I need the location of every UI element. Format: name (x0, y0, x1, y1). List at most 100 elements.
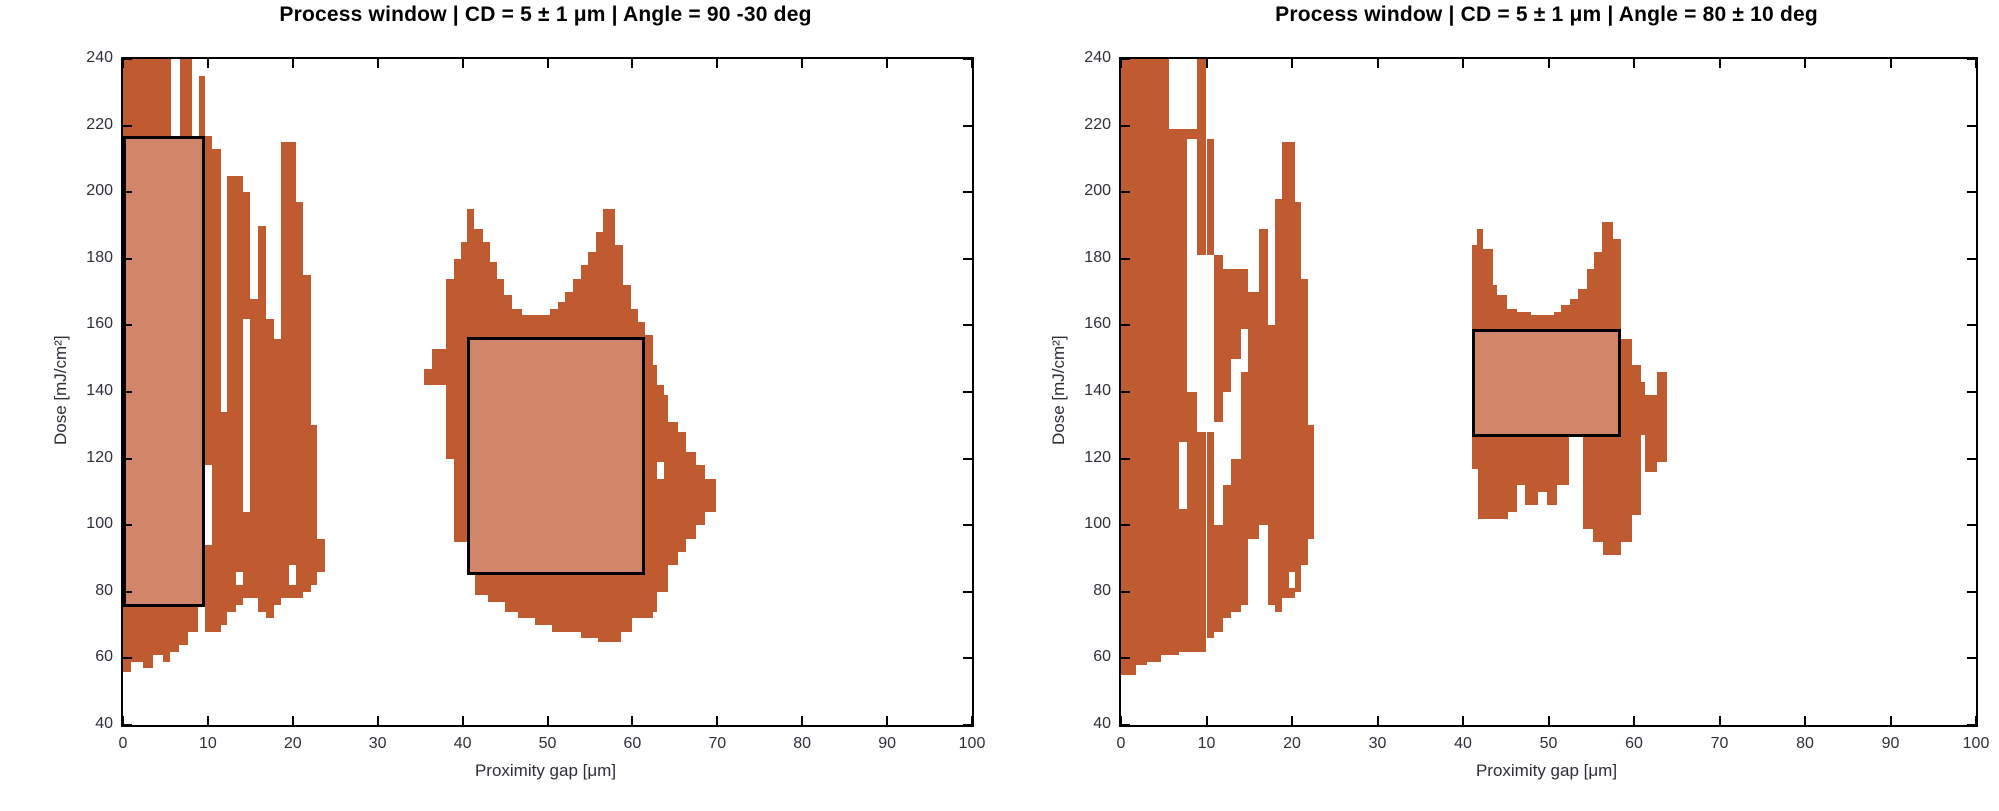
mask-cell (1206, 138, 1215, 256)
x-tick-label: 40 (453, 735, 472, 752)
x-tick-label: 30 (368, 735, 387, 752)
right-plot-title: Process window | CD = 5 ± 1 μm | Angle =… (1275, 3, 1818, 26)
x-tick-label: 60 (1625, 735, 1643, 752)
mask-cell (1288, 588, 1295, 599)
mask-cell (572, 278, 581, 339)
y-tick-mark (963, 657, 972, 660)
x-tick-mark (376, 716, 379, 725)
mask-cell (1516, 436, 1525, 486)
y-tick-label: 120 (1084, 448, 1111, 466)
y-tick-mark (1967, 724, 1976, 726)
left-x-axis-label: Proximity gap [μm] (474, 761, 617, 780)
mask-cell (1240, 268, 1249, 329)
x-tick-mark (1975, 716, 1977, 725)
y-tick-mark (123, 724, 132, 726)
mask-cell (602, 208, 616, 339)
x-tick-mark (631, 59, 634, 68)
process-window-rect (123, 135, 206, 607)
mask-cell (1508, 436, 1517, 512)
y-tick-label: 40 (95, 715, 113, 732)
mask-cell (1135, 59, 1147, 666)
mask-cell (1524, 436, 1539, 506)
mask-cell (250, 298, 258, 599)
mask-cell (1197, 59, 1207, 256)
y-tick-mark (1967, 257, 1976, 260)
mask-cell (1632, 365, 1641, 516)
mask-cell (565, 292, 573, 339)
mask-cell (1222, 485, 1232, 619)
x-tick-mark (1462, 716, 1464, 725)
mask-cell (685, 451, 697, 539)
x-tick-mark (1291, 59, 1293, 68)
process-window-rect (466, 337, 646, 576)
x-tick-mark (1376, 59, 1379, 68)
y-tick-mark (1967, 58, 1976, 60)
mask-cell (169, 605, 180, 652)
x-tick-mark (1462, 59, 1464, 68)
mask-cell (1546, 436, 1558, 506)
mask-cell (1161, 59, 1169, 656)
mask-cell (1497, 295, 1508, 329)
mask-cell (1471, 245, 1477, 329)
mask-cell (1582, 436, 1593, 529)
mask-cell (1268, 325, 1275, 606)
mask-cell (550, 308, 558, 339)
x-tick-label: 20 (283, 735, 302, 752)
y-tick-label: 100 (1084, 515, 1111, 533)
mask-cell (123, 59, 172, 136)
mask-cell (663, 395, 669, 592)
mask-cell (595, 232, 603, 339)
mask-cell (310, 425, 318, 586)
x-tick-label: 10 (198, 735, 217, 752)
mask-cell (1578, 288, 1587, 329)
y-tick-mark (1967, 124, 1976, 127)
x-tick-label: 70 (708, 735, 727, 752)
mask-cell (1121, 59, 1136, 676)
y-tick-mark (1967, 391, 1976, 393)
x-tick-label: 100 (958, 735, 986, 752)
x-tick-mark (1633, 716, 1635, 725)
mask-cell (580, 265, 589, 339)
mask-cell (505, 575, 518, 612)
y-tick-label: 240 (1084, 49, 1111, 66)
mask-cell (454, 258, 461, 542)
x-tick-label: 40 (1454, 735, 1472, 752)
mask-cell (212, 148, 222, 632)
y-tick-label: 120 (86, 448, 113, 466)
y-tick-label: 180 (86, 248, 113, 266)
y-tick-mark (963, 457, 972, 460)
left-plot-area: 0 10 20 30 40 50 60 70 80 90 100 40 60 80 100 120 140 160… (86, 49, 985, 752)
mask-cell (280, 142, 290, 599)
y-tick-mark (123, 324, 132, 327)
x-tick-label: 80 (1796, 735, 1814, 752)
y-tick-mark (963, 590, 972, 593)
mask-cell (1231, 268, 1241, 359)
mask-cell (657, 478, 664, 592)
mask-cell (152, 605, 163, 656)
x-tick-mark (206, 716, 209, 725)
x-tick-mark (716, 716, 719, 725)
x-tick-label: 100 (1962, 735, 1990, 752)
y-tick-mark (963, 257, 972, 260)
y-tick-mark (963, 191, 972, 194)
y-tick-mark (1121, 58, 1130, 60)
mask-cell (1214, 255, 1223, 422)
x-tick-mark (1889, 716, 1892, 725)
mask-cell (489, 262, 497, 339)
mask-cell (645, 335, 653, 619)
mask-cell (179, 605, 188, 646)
y-tick-mark (1121, 191, 1130, 194)
mask-cell (1274, 198, 1282, 612)
mask-cell (1482, 248, 1493, 329)
y-tick-mark (123, 457, 132, 460)
mask-cell (623, 285, 631, 339)
mask-cell (598, 575, 621, 642)
x-tick-mark (1718, 716, 1721, 725)
mask-cell (131, 605, 144, 662)
left-plot-title: Process window | CD = 5 ± 1 μm | Angle =… (279, 3, 812, 26)
mask-cell (1603, 436, 1622, 556)
mask-cell (235, 585, 243, 606)
mask-cell (317, 538, 326, 572)
mask-cell (1592, 436, 1604, 542)
x-tick-mark (1120, 716, 1122, 725)
